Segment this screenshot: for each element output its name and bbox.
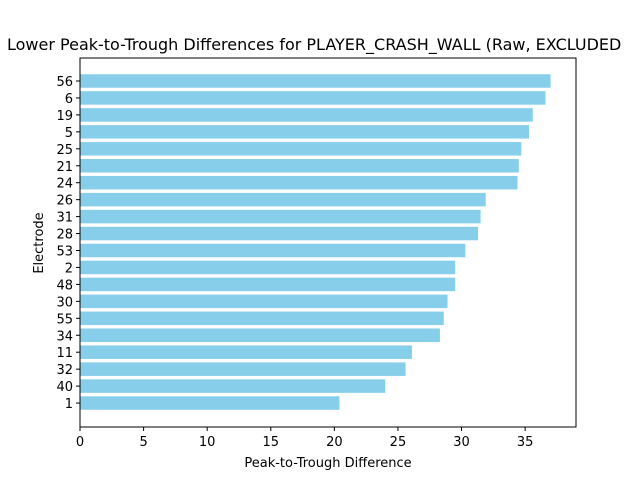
- bar-electrode-53: [80, 243, 466, 258]
- bar-electrode-31: [80, 209, 481, 224]
- y-tick-label: 1: [65, 397, 73, 412]
- plot-frame: [79, 57, 577, 428]
- y-tick-label: 34: [56, 329, 73, 344]
- x-tick-label: 0: [76, 435, 84, 450]
- x-tick-label: 15: [262, 435, 279, 450]
- y-tick-label: 53: [56, 245, 73, 260]
- bar-electrode-40: [80, 379, 386, 393]
- y-tick-label: 24: [56, 177, 73, 192]
- bar-electrode-21: [80, 159, 519, 173]
- x-axis-label: Peak-to-Trough Difference: [244, 456, 411, 471]
- x-tick-label: 25: [390, 435, 407, 450]
- bar-electrode-56: [80, 74, 551, 88]
- bar-electrode-26: [80, 192, 486, 207]
- y-axis-label: Electrode: [32, 212, 47, 273]
- x-tick-label: 20: [326, 435, 343, 450]
- y-tick-label: 6: [65, 92, 73, 107]
- bar-electrode-6: [80, 91, 546, 105]
- bar-electrode-25: [80, 142, 522, 156]
- y-tick-label: 5: [65, 126, 73, 141]
- bar-electrode-30: [80, 294, 448, 309]
- y-tick-label: 28: [56, 228, 73, 243]
- y-tick-label: 25: [56, 143, 73, 158]
- y-tick-label: 48: [56, 278, 73, 293]
- bar-electrode-2: [80, 260, 456, 275]
- bar-electrode-28: [80, 226, 479, 241]
- y-tick-label: 56: [56, 75, 73, 90]
- bar-electrode-5: [80, 125, 529, 139]
- bar-electrode-24: [80, 175, 518, 190]
- x-axis-ticks: 0 5 10 15 20 25 30 35: [76, 427, 534, 450]
- y-tick-label: 32: [56, 363, 73, 378]
- y-tick-label: 11: [56, 346, 73, 361]
- x-tick-label: 35: [517, 435, 534, 450]
- y-tick-label: 2: [65, 261, 73, 276]
- x-tick-label: 5: [139, 435, 147, 450]
- bar-electrode-1: [80, 396, 340, 410]
- x-tick-label: 30: [453, 435, 470, 450]
- x-tick-label: 10: [199, 435, 216, 450]
- y-tick-label: 55: [56, 312, 73, 327]
- bar-electrode-48: [80, 277, 456, 292]
- y-axis-ticks: 56 6 19 5 25 21 24 26 31 28 532 48 30 55 34 11 32 40 1: [56, 75, 80, 412]
- y-tick-label: 30: [56, 295, 73, 310]
- bars-group: [80, 74, 551, 410]
- bar-electrode-11: [80, 345, 412, 359]
- chart-title: Lower Peak-to-Trough Differences for PLA…: [7, 35, 621, 55]
- y-tick-label: 19: [56, 109, 73, 124]
- bar-electrode-34: [80, 328, 440, 342]
- bar-electrode-19: [80, 108, 533, 122]
- y-tick-label: 40: [56, 380, 73, 395]
- y-tick-label: 26: [56, 194, 73, 209]
- y-tick-label: 21: [56, 160, 73, 175]
- bar-electrode-32: [80, 362, 406, 376]
- bar-electrode-55: [80, 311, 444, 326]
- y-tick-label: 31: [56, 211, 73, 226]
